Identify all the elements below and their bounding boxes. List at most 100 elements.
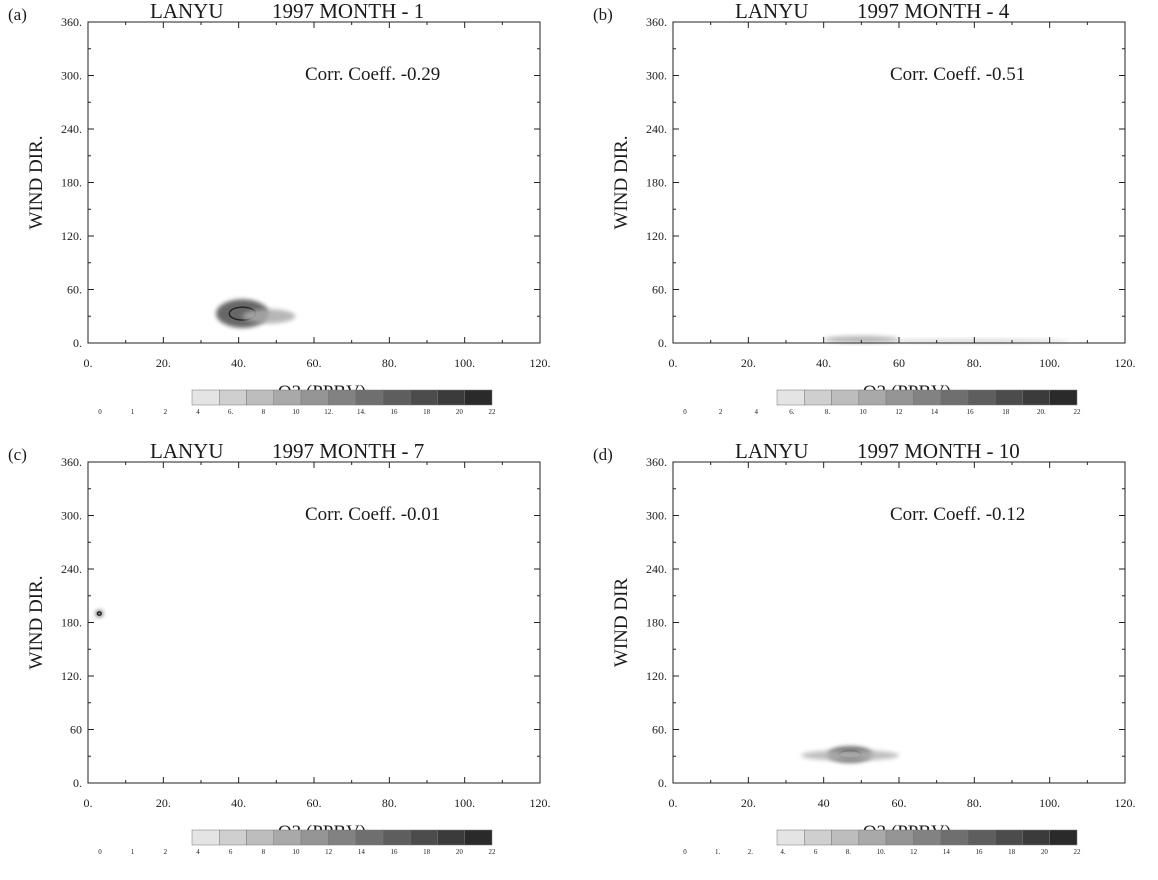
panel-d: (d) LANYU 1997 MONTH - 10 0. 20. 40 60. 80. 100.… [585,440,1158,880]
colorbar-cell [355,829,384,846]
panel-a: (a) LANYU 1997 MONTH - 1 0. 20. 40. 60. 80. 100.… [0,0,579,440]
x-tick-label: 60. [307,796,322,810]
y-tick-label: 60. [652,723,667,737]
colorbar-tick-label: 6. [789,408,795,416]
y-tick-label: 300. [646,69,667,83]
colorbar-cell [967,389,996,406]
colorbar-tick-label: 6. [228,408,234,416]
chart-title-period: 1997 MONTH - 10 [857,440,1020,463]
x-tick-label: 0. [84,356,93,370]
x-tick-label: 120. [530,356,551,370]
x-tick-label: 40. [231,356,246,370]
colorbar-cell [328,389,356,406]
colorbar-cell [409,389,438,406]
colorbar-cell [437,829,465,846]
colorbar-tick-label: 8. [825,408,831,416]
x-tick-label: 0. [669,356,678,370]
colorbar-cell [831,829,860,846]
chart-title-station: LANYU [150,440,224,463]
colorbar-cell [831,389,860,406]
colorbar-cell [382,829,411,846]
colorbar-tick-label: 4 [755,408,759,416]
y-axis-label: WIND DIR. [26,136,47,230]
colorbar-tick-label: 4 [196,848,200,856]
colorbar-tick-label: 14 [943,848,951,856]
y-tick-label: 120. [646,229,667,243]
colorbar-cell [219,389,247,406]
x-tick-label: 20. [741,356,756,370]
chart-title-station: LANYU [735,440,809,463]
colorbar-cell [967,829,996,846]
colorbar-tick-label: 10 [293,408,301,416]
x-tick-label: 0. [84,796,93,810]
colorbar-tick-label: 18 [1002,408,1010,416]
y-tick-label: 180. [646,176,667,190]
x-tick-label: 40 [818,796,830,810]
x-tick-label: 80. [382,356,397,370]
colorbar-tick-label: 12 [910,848,918,856]
colorbar-cell [858,829,887,846]
colorbar-cell [776,389,805,406]
colorbar-tick-label: 0 [683,848,687,856]
y-axis-label: WIND DIR. [611,136,632,230]
y-tick-label: 360. [61,455,82,469]
colorbar-tick-label: 4 [196,408,200,416]
colorbar-tick-label: 22 [489,848,497,856]
colorbar-tick-label: 20 [456,408,464,416]
colorbar-tick-label: 1 [131,408,135,416]
colorbar-cell [994,389,1023,406]
colorbar-tick-label: 16 [391,848,399,856]
colorbar-tick-label: 14. [357,408,366,416]
y-tick-label: 300. [61,509,82,523]
heatmap-chart: (b) LANYU 1997 MONTH - 40. 20. 40. 60 80. 100. 1… [593,0,1136,416]
colorbar-tick-label: 16 [391,408,399,416]
x-tick-label: 100. [454,796,475,810]
colorbar-cell [300,389,329,406]
density-blob [242,309,296,324]
x-tick-label: 120. [1115,356,1136,370]
x-tick-label: 120. [530,796,551,810]
colorbar-tick-label: 12 [895,408,903,416]
panel-b: (b) LANYU 1997 MONTH - 4 0. 20. 40. 60 80. 100. 1… [585,0,1158,440]
colorbar-cell [246,389,275,406]
y-tick-label: 300. [646,509,667,523]
colorbar-tick-label: 16 [967,408,975,416]
colorbar-tick-label: 16 [976,848,984,856]
panel-c: (c) LANYU 1997 MONTH - 7 0. 20. 40. 60. 80. 100.… [0,440,579,880]
colorbar-tick-label: 2 [164,408,168,416]
colorbar-cell [885,389,914,406]
colorbar-tick-label: 0 [98,408,102,416]
correlation-annotation: Corr. Coeff. -0.51 [890,64,1025,85]
x-tick-label: 60. [307,356,322,370]
heatmap-chart: (d) LANYU 1997 MONTH - 100. 20. 40 60. 80. 100.… [593,440,1136,856]
colorbar-tick-label: 8. [846,848,852,856]
colorbar-cell [885,829,914,846]
colorbar-tick-label: 10. [877,848,886,856]
colorbar-tick-label: 10 [293,848,301,856]
colorbar-cell [804,389,832,406]
x-tick-label: 100. [454,356,475,370]
colorbar-cell [464,389,493,406]
colorbar-cell [382,389,411,406]
x-tick-label: 0. [669,796,678,810]
y-tick-label: 240. [61,122,82,136]
y-tick-label: 120. [61,669,82,683]
colorbar-tick-label: 1. [715,848,721,856]
panel-label: (c) [8,445,27,464]
colorbar-cell [858,389,887,406]
colorbar-tick-label: 8 [262,408,266,416]
colorbar-cell [940,829,969,846]
colorbar-tick-label: 18 [423,848,431,856]
y-tick-label: 180. [61,176,82,190]
colorbar-tick-label: 20. [1037,408,1046,416]
y-tick-label: 120. [646,669,667,683]
y-tick-label: 0. [73,336,82,350]
colorbar-cell [273,829,302,846]
colorbar-tick-label: 22 [1074,848,1082,856]
chart-title-station: LANYU [150,0,224,23]
colorbar-cell [940,389,969,406]
y-axis-label: WIND DIR [611,578,632,668]
colorbar-tick-label: 2 [719,408,723,416]
colorbar-tick-label: 0 [98,848,102,856]
density-blob [801,750,899,761]
